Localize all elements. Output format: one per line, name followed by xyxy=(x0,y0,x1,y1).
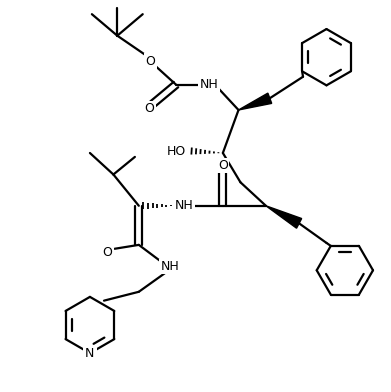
Text: O: O xyxy=(144,102,154,115)
Text: NH: NH xyxy=(161,260,179,273)
Text: O: O xyxy=(145,54,156,67)
Text: NH: NH xyxy=(200,78,219,91)
Polygon shape xyxy=(239,93,272,110)
Text: O: O xyxy=(102,246,113,259)
Text: N: N xyxy=(85,347,95,360)
Text: NH: NH xyxy=(174,199,193,212)
Text: HO: HO xyxy=(166,145,186,158)
Text: O: O xyxy=(218,159,228,172)
Polygon shape xyxy=(266,206,302,228)
